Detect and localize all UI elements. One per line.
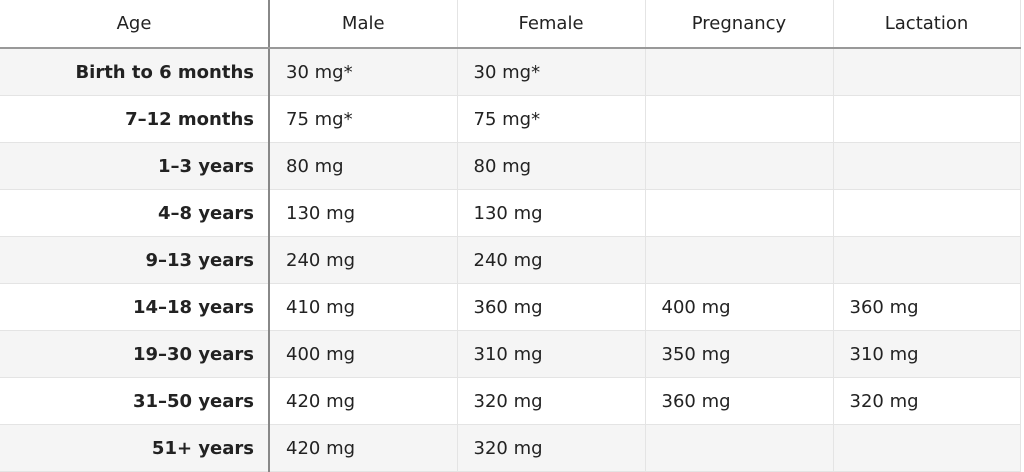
value-cell: 420 mg bbox=[269, 377, 458, 425]
value-cell: 320 mg bbox=[457, 424, 646, 472]
value-cell bbox=[645, 424, 834, 472]
table-row: 19–30 years 400 mg 310 mg 350 mg 310 mg bbox=[0, 330, 1021, 378]
table-row: 1–3 years 80 mg 80 mg bbox=[0, 142, 1021, 190]
age-cell: 31–50 years bbox=[0, 377, 270, 425]
value-cell: 360 mg bbox=[457, 283, 646, 331]
age-cell: 4–8 years bbox=[0, 189, 270, 237]
table-row: 4–8 years 130 mg 130 mg bbox=[0, 189, 1021, 237]
age-cell: 51+ years bbox=[0, 424, 270, 472]
column-header: Age bbox=[0, 0, 270, 49]
table-row: 51+ years 420 mg 320 mg bbox=[0, 424, 1021, 472]
value-cell bbox=[833, 424, 1021, 472]
column-header: Female bbox=[457, 0, 646, 49]
column-header: Lactation bbox=[833, 0, 1021, 49]
value-cell: 80 mg bbox=[457, 142, 646, 190]
value-cell: 75 mg* bbox=[269, 95, 458, 143]
table-row: 14–18 years 410 mg 360 mg 400 mg 360 mg bbox=[0, 283, 1021, 331]
value-cell: 130 mg bbox=[457, 189, 646, 237]
column-header: Male bbox=[269, 0, 458, 49]
age-cell: 14–18 years bbox=[0, 283, 270, 331]
value-cell: 30 mg* bbox=[269, 47, 458, 96]
value-cell: 310 mg bbox=[457, 330, 646, 378]
table-row: 9–13 years 240 mg 240 mg bbox=[0, 236, 1021, 284]
value-cell: 360 mg bbox=[833, 283, 1021, 331]
value-cell: 350 mg bbox=[645, 330, 834, 378]
value-cell: 240 mg bbox=[457, 236, 646, 284]
age-cell: 7–12 months bbox=[0, 95, 270, 143]
value-cell bbox=[833, 236, 1021, 284]
value-cell bbox=[833, 189, 1021, 237]
value-cell: 400 mg bbox=[269, 330, 458, 378]
value-cell: 240 mg bbox=[269, 236, 458, 284]
column-header: Pregnancy bbox=[645, 0, 834, 49]
value-cell bbox=[645, 236, 834, 284]
value-cell: 30 mg* bbox=[457, 47, 646, 96]
value-cell bbox=[645, 189, 834, 237]
value-cell: 360 mg bbox=[645, 377, 834, 425]
table-row: 7–12 months 75 mg* 75 mg* bbox=[0, 95, 1021, 143]
value-cell: 80 mg bbox=[269, 142, 458, 190]
age-cell: 19–30 years bbox=[0, 330, 270, 378]
value-cell: 130 mg bbox=[269, 189, 458, 237]
age-cell: 9–13 years bbox=[0, 236, 270, 284]
value-cell bbox=[833, 142, 1021, 190]
value-cell bbox=[645, 47, 834, 96]
value-cell: 75 mg* bbox=[457, 95, 646, 143]
value-cell: 410 mg bbox=[269, 283, 458, 331]
age-cell: Birth to 6 months bbox=[0, 47, 270, 96]
header-row: Age Male Female Pregnancy Lactation bbox=[0, 0, 1021, 49]
value-cell: 320 mg bbox=[457, 377, 646, 425]
value-cell: 320 mg bbox=[833, 377, 1021, 425]
table-row: 31–50 years 420 mg 320 mg 360 mg 320 mg bbox=[0, 377, 1021, 425]
value-cell: 310 mg bbox=[833, 330, 1021, 378]
value-cell bbox=[833, 95, 1021, 143]
value-cell: 420 mg bbox=[269, 424, 458, 472]
age-cell: 1–3 years bbox=[0, 142, 270, 190]
value-cell: 400 mg bbox=[645, 283, 834, 331]
value-cell bbox=[833, 47, 1021, 96]
table-row: Birth to 6 months 30 mg* 30 mg* bbox=[0, 47, 1021, 96]
value-cell bbox=[645, 142, 834, 190]
value-cell bbox=[645, 95, 834, 143]
